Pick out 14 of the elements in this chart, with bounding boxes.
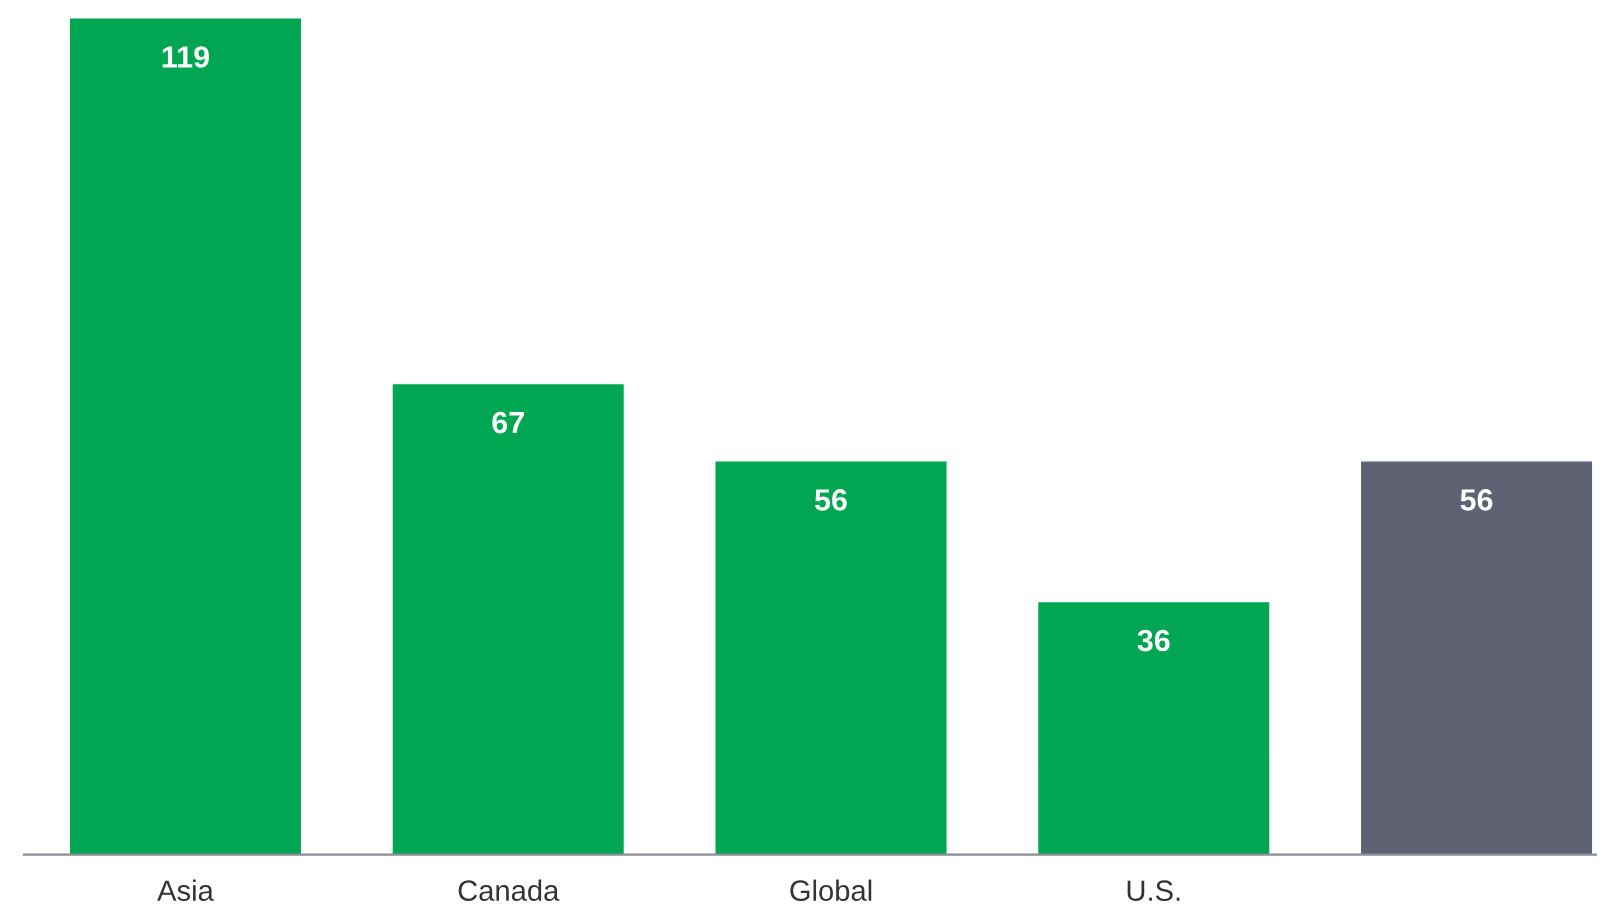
data-label: 56	[814, 489, 847, 511]
bar	[714, 460, 948, 855]
data-label: 36	[1137, 629, 1170, 652]
bar	[1359, 460, 1594, 855]
x-tick-label: Canada	[458, 879, 560, 902]
x-tick-label: U.S.	[1127, 880, 1180, 902]
bar	[1036, 600, 1271, 855]
x-tick-label: Global	[790, 879, 872, 902]
x-tick-label: Asia	[157, 879, 214, 902]
bar	[391, 382, 626, 855]
data-label: 56	[1460, 489, 1493, 511]
data-label: 119	[162, 46, 209, 68]
data-label: 67	[492, 411, 524, 434]
bar	[68, 17, 303, 855]
